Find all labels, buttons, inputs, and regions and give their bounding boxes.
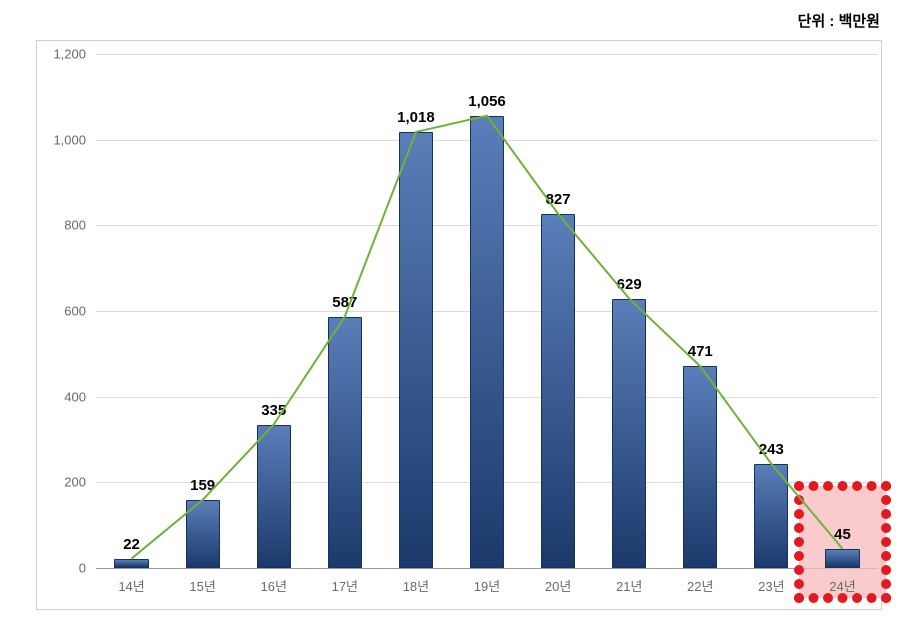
x-tick-label: 16년 bbox=[261, 576, 287, 595]
trend-line bbox=[96, 54, 878, 568]
x-tick-label: 22년 bbox=[687, 576, 713, 595]
x-tick-label: 20년 bbox=[545, 576, 571, 595]
x-tick-label: 21년 bbox=[616, 576, 642, 595]
x-tick-label: 15년 bbox=[189, 576, 215, 595]
x-tick-label: 24년 bbox=[829, 576, 855, 595]
chart-root: 단위 : 백만원 221593355871,0181,0568276294712… bbox=[0, 0, 898, 619]
y-tick-label: 200 bbox=[26, 475, 86, 490]
trend-polyline bbox=[132, 116, 843, 559]
y-tick-label: 600 bbox=[26, 304, 86, 319]
x-tick-label: 19년 bbox=[474, 576, 500, 595]
unit-label: 단위 : 백만원 bbox=[798, 10, 880, 31]
y-tick-label: 800 bbox=[26, 218, 86, 233]
x-tick-label: 23년 bbox=[758, 576, 784, 595]
x-tick-label: 17년 bbox=[332, 576, 358, 595]
y-tick-label: 1,200 bbox=[26, 47, 86, 62]
y-tick-label: 0 bbox=[26, 561, 86, 576]
y-tick-label: 400 bbox=[26, 389, 86, 404]
plot-area: 221593355871,0181,05682762947124345 bbox=[96, 54, 878, 568]
x-tick-label: 18년 bbox=[403, 576, 429, 595]
x-tick-label: 14년 bbox=[118, 576, 144, 595]
baseline bbox=[96, 568, 878, 569]
y-tick-label: 1,000 bbox=[26, 132, 86, 147]
